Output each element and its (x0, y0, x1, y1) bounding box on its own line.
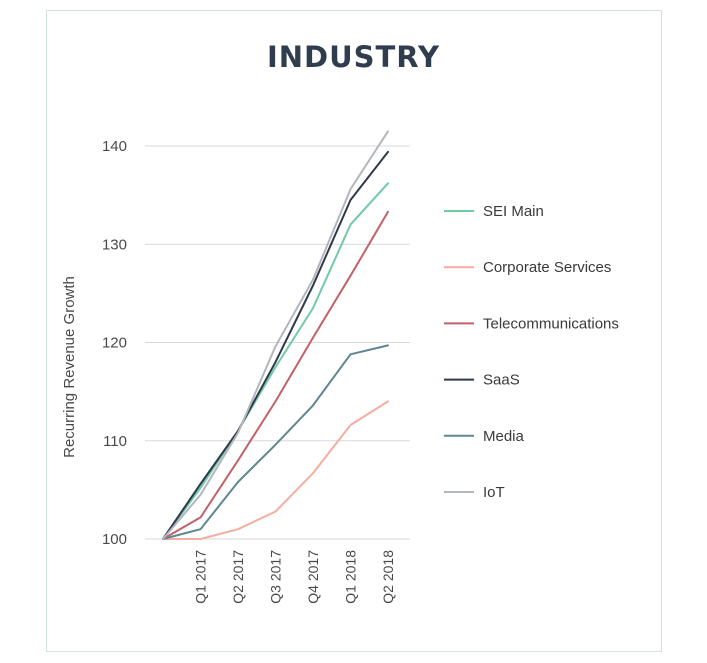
x-tick-label: Q4 2017 (305, 550, 321, 604)
series-line (162, 130, 389, 540)
x-tick-label: Q1 2017 (193, 550, 209, 604)
legend: SEI Main Corporate Services Telecommunicat… (444, 203, 619, 501)
y-tick-label: 130 (102, 236, 127, 253)
y-tick-label: 110 (103, 433, 127, 450)
x-tick-label: Q1 2018 (343, 550, 359, 604)
y-tick-label: 140 (102, 138, 127, 155)
y-tick-label: 100 (102, 531, 127, 548)
legend-label: Corporate Services (483, 259, 611, 276)
series-line (162, 210, 389, 540)
chart-title: INDUSTRY (266, 40, 441, 74)
series-line (162, 182, 389, 540)
legend-label: IoT (483, 484, 505, 501)
legend-label: SaaS (483, 372, 520, 389)
y-axis-label: Recurring Revenue Growth (61, 276, 78, 458)
x-axis-ticks: Q1 2017 Q2 2017 Q3 2017 Q4 2017 Q1 2018 Q2 20… (193, 550, 397, 604)
legend-label: Media (483, 428, 525, 445)
chart-frame (46, 10, 662, 652)
x-tick-label: Q2 2017 (230, 550, 246, 604)
series-line (162, 344, 389, 540)
legend-label: SEI Main (483, 203, 544, 220)
legend-label: Telecommunications (483, 315, 619, 332)
y-axis-ticks: 100 110 120 130 140 (102, 138, 127, 548)
y-tick-label: 120 (102, 335, 127, 352)
x-tick-label: Q3 2017 (268, 550, 284, 604)
series-line (162, 150, 389, 540)
series-lines (162, 130, 389, 540)
series-line (162, 400, 389, 540)
x-tick-label: Q2 2018 (380, 550, 396, 604)
